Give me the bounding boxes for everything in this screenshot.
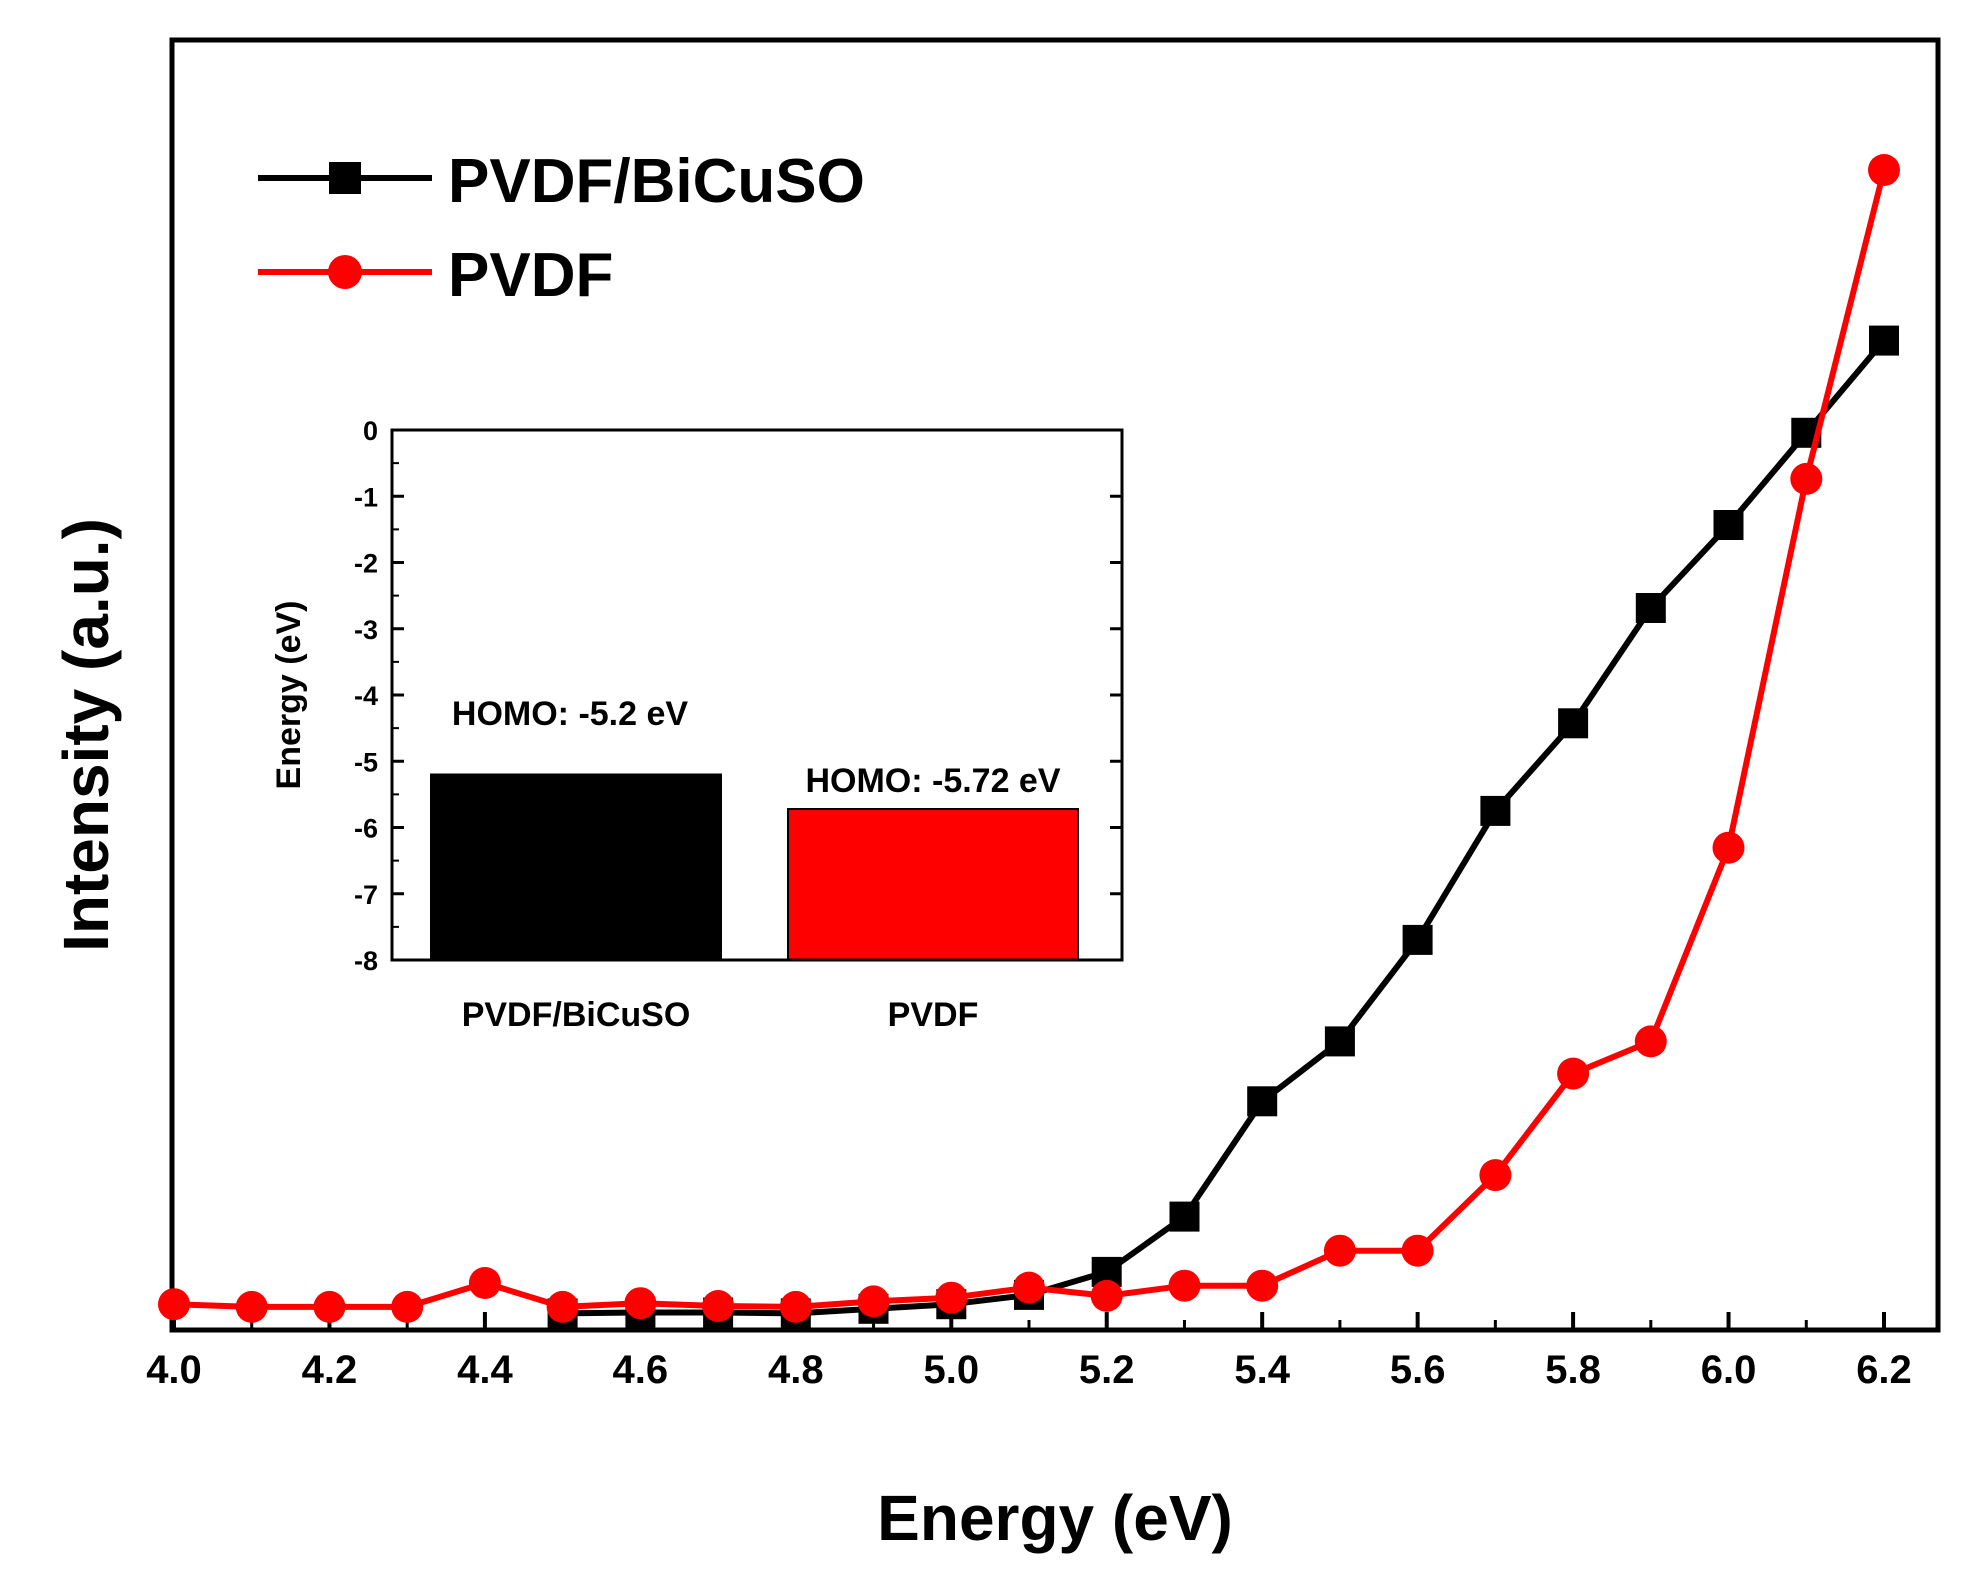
data-point-pvdf [313, 1290, 346, 1323]
main-x-tick-label: 4.6 [613, 1348, 669, 1392]
main-x-axis-title: Energy (eV) [877, 1482, 1233, 1554]
main-series-layer [158, 154, 1900, 1329]
main-x-tick-label: 4.4 [457, 1348, 513, 1392]
data-point-pvdf [1634, 1025, 1667, 1058]
inset-y-tick-label: -2 [354, 549, 378, 579]
data-point-pvdf-bicuso [1558, 708, 1589, 739]
inset-category-label-pvdf-bicuso: PVDF/BiCuSO [462, 996, 691, 1034]
main-x-tick-label: 4.0 [146, 1348, 202, 1392]
data-point-pvdf-bicuso [1713, 510, 1744, 540]
data-point-pvdf [468, 1267, 501, 1299]
data-point-pvdf [1790, 462, 1823, 495]
data-point-pvdf [235, 1290, 268, 1323]
data-point-pvdf [1479, 1159, 1512, 1192]
main-x-tick-label: 5.0 [923, 1348, 979, 1392]
main-x-tick-label: 6.2 [1856, 1348, 1912, 1392]
inset-y-tick-labels: 0 -1 -2 -3 -4 -5 -6 -7 -8 [354, 416, 378, 976]
inset-y-tick-label: -4 [354, 681, 378, 711]
main-x-tick-label: 4.8 [768, 1348, 824, 1392]
data-point-pvdf [1090, 1279, 1123, 1312]
main-x-tick-labels: 4.0 4.2 4.4 4.6 4.8 5.0 5.2 5.4 5.6 5.8 6.0 6.2 [146, 1348, 1912, 1392]
data-point-pvdf [1246, 1269, 1279, 1302]
main-plot-frame [169, 37, 1941, 1333]
inset-y-tick-label: -7 [354, 880, 378, 910]
inset-y-tick-label: -1 [354, 482, 378, 512]
inset-category-label-pvdf: PVDF [888, 996, 979, 1034]
main-y-axis-title: Intensity (a.u.) [50, 518, 122, 952]
inset-bar-pvdf-bicuso [430, 773, 722, 961]
inset-y-tick-label: -6 [354, 814, 378, 844]
data-point-pvdf [1323, 1234, 1356, 1267]
data-point-pvdf-bicuso [1169, 1201, 1200, 1232]
inset-y-ticks [392, 428, 1122, 962]
data-point-pvdf-bicuso [1635, 593, 1666, 623]
inset-y-tick-label: -5 [354, 747, 378, 777]
main-x-tick-label: 5.2 [1079, 1348, 1135, 1392]
main-x-tick-label: 4.2 [302, 1348, 358, 1392]
main-x-tick-label: 6.0 [1701, 1348, 1757, 1392]
data-point-pvdf [1013, 1271, 1045, 1304]
data-point-pvdf-bicuso [1480, 795, 1511, 826]
data-point-pvdf [546, 1290, 579, 1323]
inset-bar-chart: 0 -1 -2 -3 -4 -5 -6 -7 -8 Energy (eV) PVDF/BiCuS… [270, 416, 1124, 1034]
data-point-pvdf [391, 1290, 424, 1323]
data-point-pvdf [935, 1281, 968, 1314]
legend-label-pvdf-bicuso: PVDF/BiCuSO [448, 147, 865, 216]
data-point-pvdf-bicuso [1247, 1086, 1278, 1117]
inset-y-axis-title: Energy (eV) [270, 601, 308, 790]
data-point-pvdf [1557, 1057, 1590, 1090]
data-point-pvdf [779, 1290, 812, 1323]
data-point-pvdf [1712, 831, 1745, 864]
data-point-pvdf [1168, 1269, 1201, 1302]
data-point-pvdf [702, 1290, 735, 1322]
data-point-pvdf-bicuso [1324, 1026, 1355, 1057]
main-legend: PVDF/BiCuSO PVDF [258, 147, 865, 310]
inset-annotation-pvdf-bicuso: HOMO: -5.2 eV [452, 695, 688, 733]
main-x-tick-label: 5.6 [1390, 1348, 1446, 1392]
inset-bar-pvdf [787, 808, 1079, 961]
main-x-tick-label: 5.8 [1545, 1348, 1601, 1392]
data-point-pvdf [1401, 1234, 1434, 1267]
inset-y-tick-label: -8 [354, 946, 378, 976]
inset-y-tick-label: -3 [354, 615, 378, 645]
data-point-pvdf [158, 1288, 190, 1321]
data-point-pvdf-bicuso [1869, 325, 1899, 356]
legend-label-pvdf: PVDF [448, 241, 613, 310]
main-x-tick-label: 5.4 [1234, 1348, 1290, 1392]
data-point-pvdf-bicuso [1402, 924, 1433, 955]
inset-annotation-pvdf: HOMO: -5.72 eV [805, 762, 1060, 800]
legend-marker-circle [328, 255, 362, 289]
data-point-pvdf [624, 1287, 657, 1320]
inset-y-tick-label: 0 [363, 416, 378, 446]
data-point-pvdf [1868, 154, 1900, 186]
data-point-pvdf [857, 1285, 890, 1318]
legend-marker-square [329, 162, 361, 194]
